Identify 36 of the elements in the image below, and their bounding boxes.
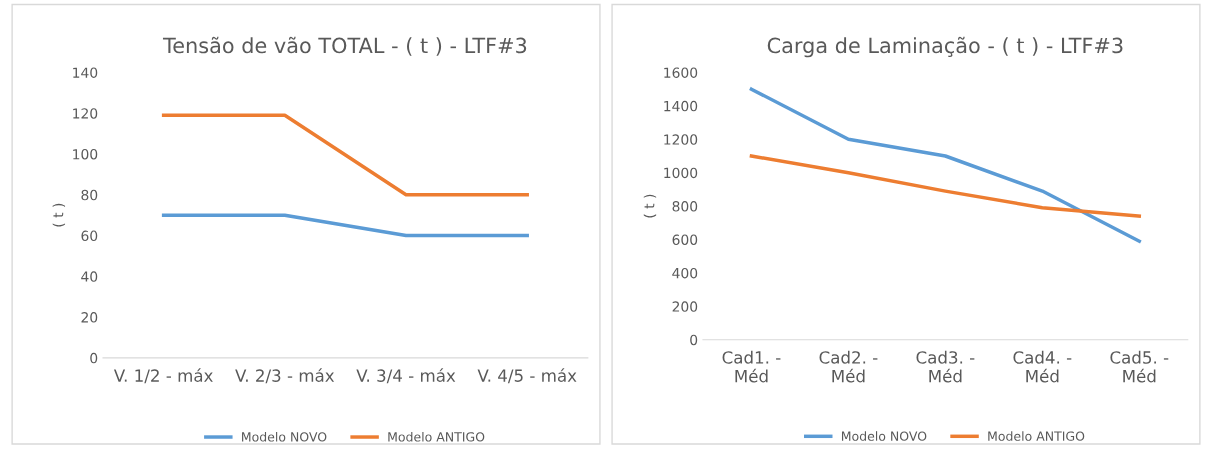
y-tick-label: 120: [73, 108, 98, 119]
line-series: [749, 87, 1142, 243]
y-tick-label: 100: [73, 148, 98, 160]
x-tick-label: V. 2/3 - máx: [235, 368, 335, 384]
legend-label: Modelo ANTIGO: [988, 431, 1085, 441]
x-tick-label: Cad3. - Méd: [916, 350, 975, 383]
x-tick-label: V. 3/4 - máx: [356, 368, 456, 384]
y-tick-label: 1200: [664, 134, 698, 145]
y-tick-label: 0: [690, 334, 698, 346]
y-axis-title: ( t ): [643, 194, 657, 218]
y-tick-label: 0: [90, 352, 98, 364]
x-tick-label: V. 1/2 - máx: [113, 368, 213, 384]
chart-title: Tensão de vão TOTAL - ( t ) - LTF#3: [162, 36, 527, 56]
y-tick-label: 140: [73, 67, 98, 78]
line-series: [749, 154, 1142, 218]
y-tick-label: 600: [672, 234, 698, 245]
y-tick-label: 400: [672, 267, 698, 279]
legend-label: Modelo ANTIGO: [388, 431, 485, 442]
y-tick-label: 60: [81, 230, 98, 242]
x-tick-label: Cad2. - Méd: [819, 350, 878, 383]
y-tick-label: 1000: [664, 167, 698, 179]
y-tick-label: 800: [672, 201, 698, 212]
y-tick-label: 1600: [664, 67, 698, 78]
y-tick-label: 80: [81, 189, 98, 201]
legend-label: Modelo NOVO: [242, 431, 327, 442]
x-tick-label: Cad5. - Méd: [1110, 350, 1169, 383]
x-tick-label: V. 4/5 - máx: [477, 368, 577, 384]
y-tick-label: 1400: [664, 100, 698, 112]
x-tick-label: Cad1. - Méd: [722, 350, 781, 383]
chart-title: Carga de Laminação - ( t ) - LTF#3: [767, 36, 1123, 58]
y-tick-label: 40: [81, 271, 98, 282]
legend-label: Modelo NOVO: [841, 431, 927, 441]
y-axis-title: ( t ): [52, 203, 66, 227]
y-tick-label: 200: [672, 301, 698, 312]
y-tick-label: 20: [81, 312, 98, 323]
x-tick-label: Cad4. - Méd: [1013, 350, 1072, 383]
